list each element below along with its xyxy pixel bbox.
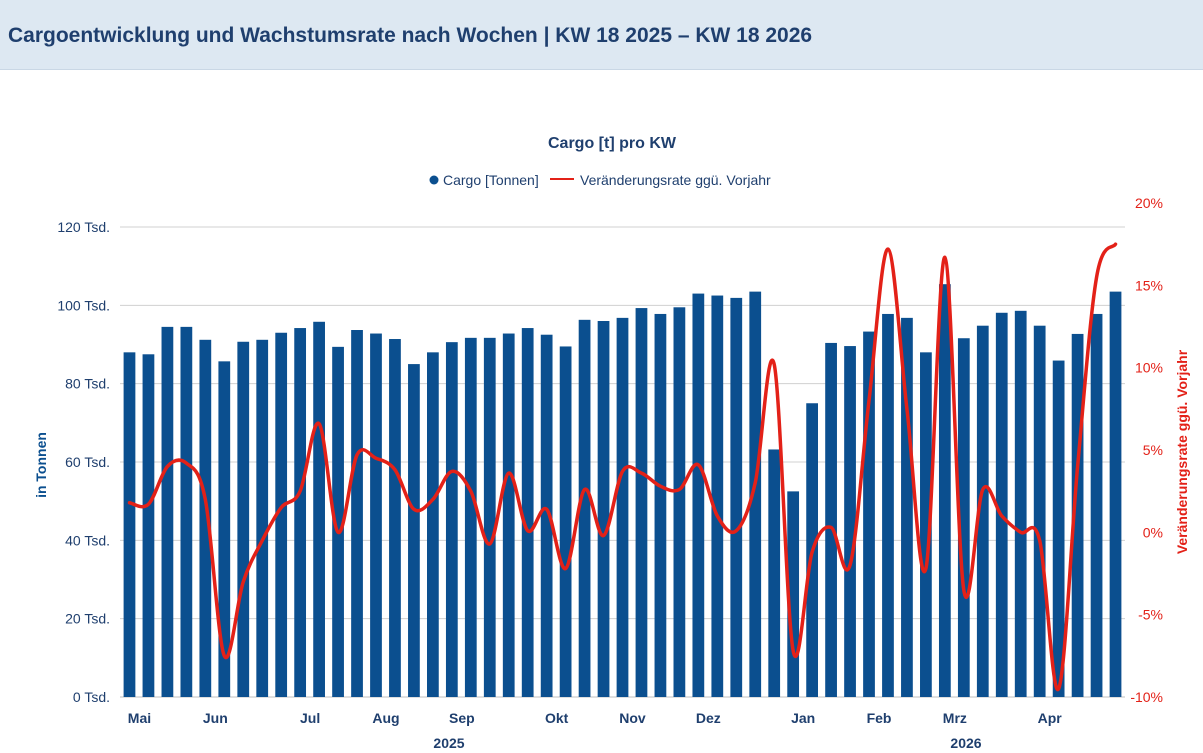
cargo-bar: [370, 333, 382, 697]
cargo-bar: [123, 352, 136, 697]
right-axis-title: Veränderungsrate ggü. Vorjahr: [1174, 349, 1190, 554]
left-tick-label: 0 Tsd.: [73, 689, 110, 705]
right-tick-label: 5%: [1143, 442, 1163, 458]
right-tick-label: -10%: [1130, 689, 1163, 705]
left-tick-label: 40 Tsd.: [65, 532, 110, 548]
left-tick-label: 60 Tsd.: [65, 454, 110, 470]
month-label: Mrz: [943, 710, 967, 726]
cargo-bar: [521, 328, 534, 697]
cargo-bar: [256, 339, 269, 697]
line-series: [127, 242, 1118, 692]
left-tick-label: 80 Tsd.: [65, 376, 110, 392]
header-bar: Cargoentwicklung und Wachstumsrate nach …: [0, 0, 1203, 70]
cargo-bar: [976, 325, 989, 697]
cargo-bar: [161, 326, 174, 697]
cargo-bar: [957, 338, 970, 697]
cargo-bar: [711, 295, 724, 697]
cargo-bar: [502, 333, 515, 697]
month-label: Nov: [619, 710, 646, 726]
cargo-bar: [1033, 325, 1046, 697]
left-axis: 0 Tsd. 20 Tsd. 40 Tsd. 60 Tsd. 80 Tsd. 100 Ts…: [57, 219, 110, 705]
left-tick-label: 120 Tsd.: [57, 219, 110, 235]
cargo-bar: [787, 491, 800, 697]
cargo-bar: [844, 346, 856, 697]
right-axis: -10% -5% 0% 5% 10% 15% 20%: [1130, 195, 1163, 705]
right-tick-label: 0%: [1143, 524, 1163, 540]
cargo-bar: [1090, 313, 1103, 697]
cargo-bar: [294, 328, 307, 697]
cargo-bar: [275, 332, 288, 697]
growth-rate-line: [127, 242, 1118, 692]
cargo-bar: [313, 321, 325, 697]
legend-bar-label: Cargo [Tonnen]: [443, 172, 539, 188]
cargo-bar: [1052, 360, 1065, 697]
month-label: Feb: [867, 710, 892, 726]
cargo-bar: [920, 352, 932, 697]
cargo-bar: [749, 291, 762, 697]
cargo-bar: [882, 313, 894, 697]
legend: Cargo [Tonnen] Veränderungsrate ggü. Vor…: [429, 172, 771, 188]
month-label: Mai: [128, 710, 151, 726]
right-tick-label: -5%: [1138, 607, 1163, 623]
legend-line-label: Veränderungsrate ggü. Vorjahr: [580, 172, 771, 188]
cargo-chart: Cargo [t] pro KW Cargo [Tonnen] Veränder…: [33, 135, 1190, 751]
cargo-bar: [901, 317, 913, 697]
cargo-bar: [654, 313, 667, 697]
year-label: 2026: [950, 735, 981, 751]
cargo-bar: [483, 337, 496, 697]
cargo-bar: [863, 331, 875, 697]
month-label: Okt: [545, 710, 569, 726]
cargo-bar: [616, 317, 629, 697]
cargo-bar: [351, 330, 363, 697]
month-label: Aug: [372, 710, 399, 726]
left-tick-label: 100 Tsd.: [57, 297, 110, 313]
x-axis: Mai Jun Jul Aug Sep Okt Nov Dez Jan Feb Mrz Apr 2025…: [128, 710, 1062, 751]
bar-series: [123, 284, 1122, 697]
month-label: Jun: [203, 710, 228, 726]
cargo-bar: [825, 342, 837, 697]
month-label: Jan: [791, 710, 815, 726]
cargo-bar: [389, 339, 401, 697]
cargo-bar: [673, 307, 686, 697]
legend-bar-marker: [429, 175, 439, 185]
cargo-bar: [559, 346, 572, 697]
page-title: Cargoentwicklung und Wachstumsrate nach …: [8, 24, 813, 47]
cargo-bar: [408, 364, 420, 697]
cargo-bar: [199, 339, 212, 697]
left-axis-title: in Tonnen: [33, 432, 49, 498]
cargo-bar: [1109, 291, 1122, 697]
right-tick-label: 15%: [1135, 277, 1163, 293]
cargo-bar: [180, 326, 193, 697]
month-label: Dez: [696, 710, 721, 726]
cargo-bar: [142, 354, 155, 697]
cargo-bar: [464, 337, 477, 697]
year-label: 2025: [433, 735, 464, 751]
cargo-bar: [768, 449, 781, 697]
cargo-bar: [218, 361, 231, 697]
cargo-bar: [578, 319, 591, 697]
cargo-bar: [597, 321, 610, 697]
month-label: Sep: [449, 710, 475, 726]
chart-title: Cargo [t] pro KW: [548, 135, 677, 152]
cargo-bar: [938, 284, 951, 697]
right-tick-label: 20%: [1135, 195, 1163, 211]
cargo-bar: [426, 352, 439, 697]
cargo-bar: [1071, 333, 1084, 697]
cargo-bar: [237, 341, 250, 697]
cargo-bar: [540, 334, 553, 697]
cargo-bar: [995, 312, 1008, 697]
cargo-bar: [692, 293, 705, 697]
month-label: Jul: [300, 710, 320, 726]
cargo-bar: [332, 346, 344, 697]
right-tick-label: 10%: [1135, 360, 1163, 376]
left-tick-label: 20 Tsd.: [65, 611, 110, 627]
cargo-bar: [1014, 310, 1027, 697]
month-label: Apr: [1038, 710, 1063, 726]
cargo-bar: [445, 342, 458, 697]
cargo-bar: [730, 297, 743, 697]
cargo-bar: [635, 308, 648, 697]
